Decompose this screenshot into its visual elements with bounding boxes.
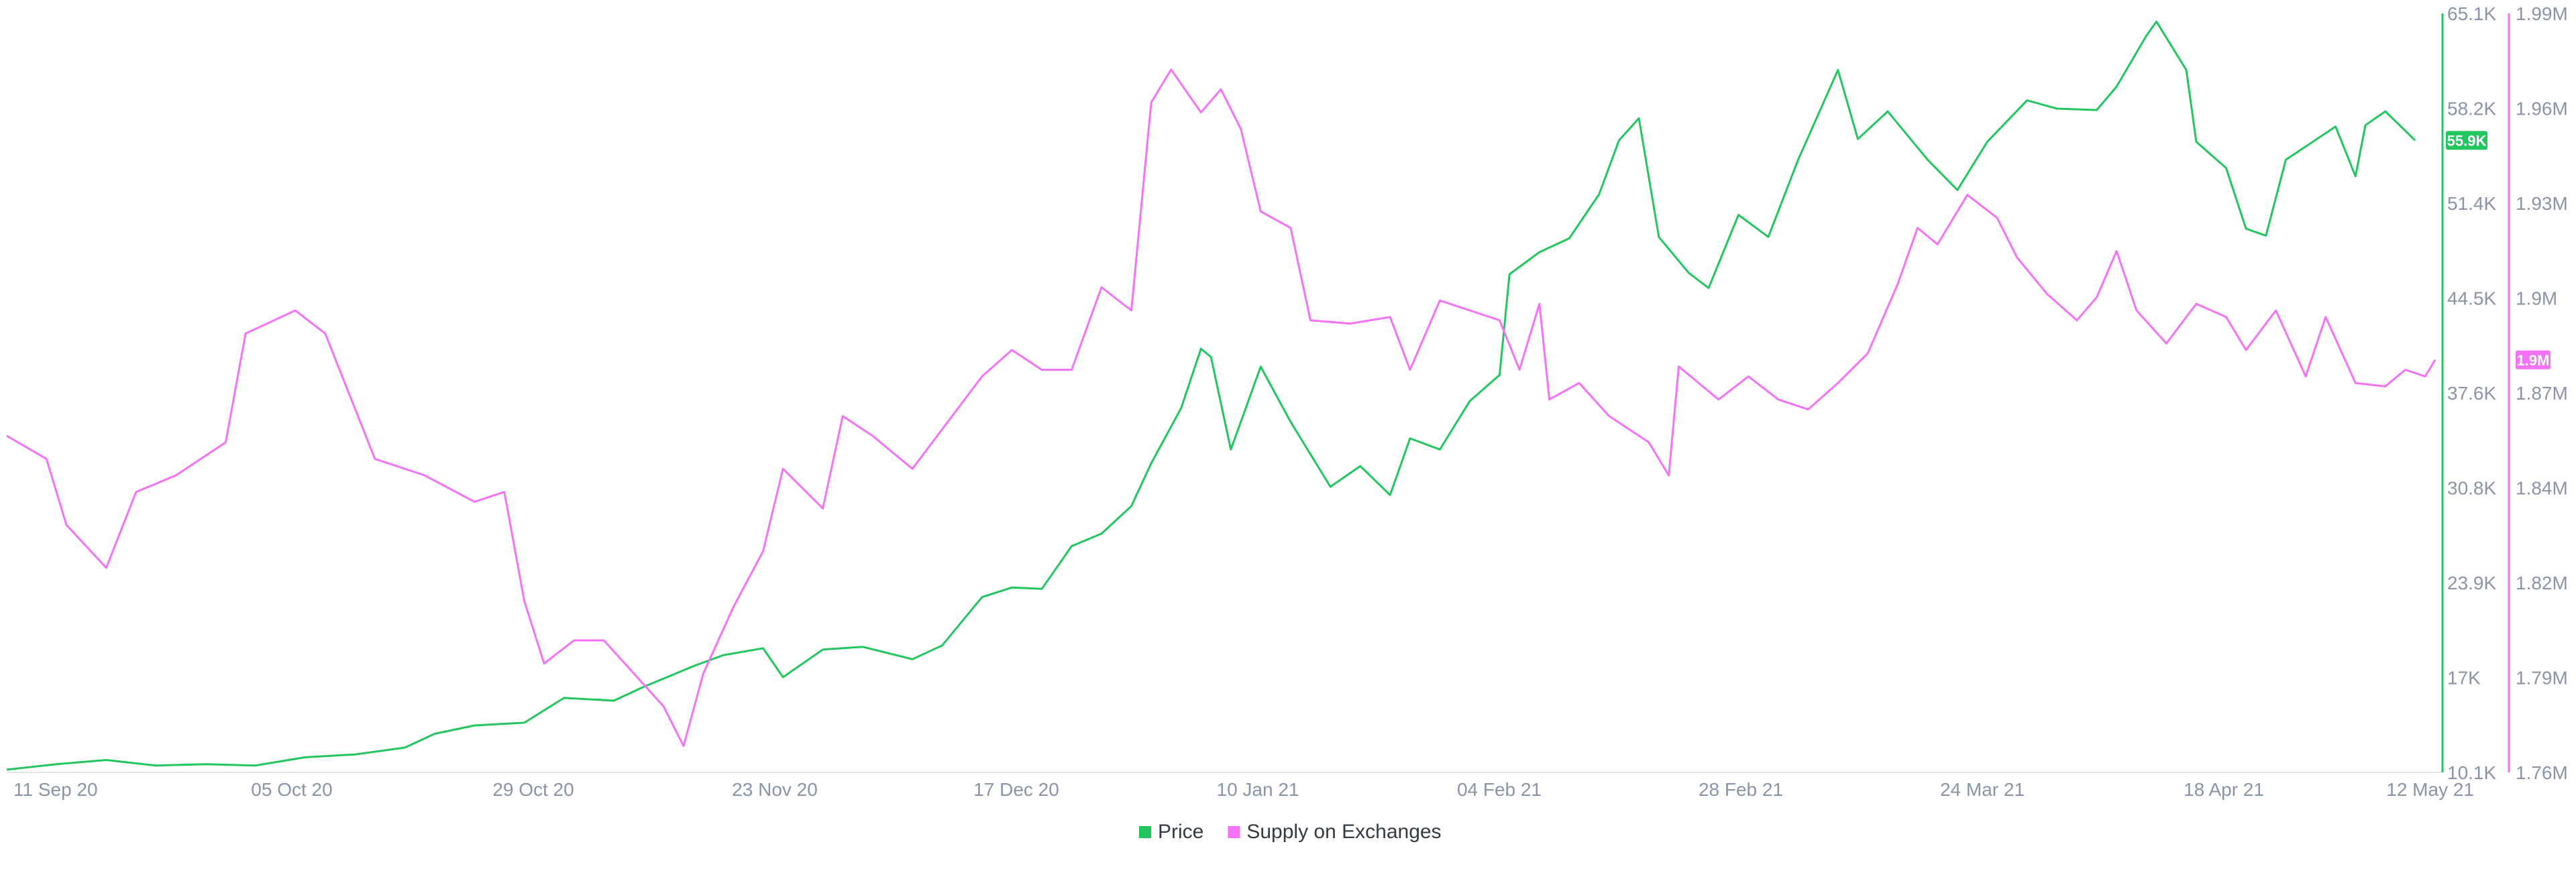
x-tick-label: 18 Apr 21	[2184, 779, 2264, 800]
right-axis-ticks: 1.76M 1.79M 1.82M 1.84M 1.87M 1.9M 1.93M 1.96M 1…	[2516, 3, 2568, 783]
right-tick-label: 1.93M	[2516, 193, 2568, 214]
last-value-badge-price	[2446, 131, 2487, 150]
x-tick-label: 10 Jan 21	[1217, 779, 1299, 800]
x-tick-label: 05 Oct 20	[251, 779, 332, 800]
left-tick-label: 44.5K	[2447, 288, 2496, 309]
last-value-label-price: 55.9K	[2447, 132, 2487, 149]
x-tick-label: 12 May 21	[2386, 779, 2474, 800]
x-tick-label: 11 Sep 20	[13, 779, 98, 800]
legend-label-price[interactable]: Price	[1158, 821, 1203, 843]
x-tick-label: 24 Mar 21	[1940, 779, 2025, 800]
left-tick-label: 37.6K	[2447, 383, 2496, 404]
left-tick-label: 10.1K	[2447, 762, 2496, 783]
x-tick-label: 29 Oct 20	[492, 779, 574, 800]
left-tick-label: 23.9K	[2447, 573, 2496, 593]
last-value-badges: 55.9K 1.9M	[2446, 131, 2551, 369]
legend-swatch-price[interactable]	[1139, 826, 1151, 838]
right-tick-label: 1.79M	[2516, 668, 2568, 689]
last-value-label-supply-on-exchanges: 1.9M	[2517, 352, 2550, 369]
last-value-badge-supply-on-exchanges	[2516, 350, 2551, 369]
right-tick-label: 1.96M	[2516, 99, 2568, 119]
x-tick-label: 28 Feb 21	[1699, 779, 1783, 800]
left-tick-label: 30.8K	[2447, 478, 2496, 499]
x-tick-label: 23 Nov 20	[732, 779, 818, 800]
series-line-price	[6, 20, 2416, 771]
series-line-supply-on-exchanges	[6, 68, 2436, 748]
x-tick-label: 04 Feb 21	[1457, 779, 1542, 800]
right-tick-label: 1.82M	[2516, 573, 2568, 593]
right-tick-label: 1.9M	[2516, 288, 2557, 309]
left-tick-label: 58.2K	[2447, 99, 2496, 119]
series-layer	[6, 20, 2436, 771]
legend[interactable]: Price Supply on Exchanges	[1139, 821, 1442, 843]
right-tick-label: 1.76M	[2516, 762, 2568, 783]
legend-label-supply-on-exchanges[interactable]: Supply on Exchanges	[1246, 821, 1441, 843]
right-tick-label: 1.84M	[2516, 478, 2568, 499]
left-tick-label: 51.4K	[2447, 193, 2496, 214]
legend-swatch-supply-on-exchanges[interactable]	[1228, 826, 1240, 838]
x-tick-label: 17 Dec 20	[973, 779, 1059, 800]
left-tick-label: 65.1K	[2447, 3, 2496, 24]
right-tick-label: 1.87M	[2516, 383, 2568, 404]
right-tick-label: 1.99M	[2516, 3, 2568, 24]
left-tick-label: 17K	[2447, 668, 2481, 689]
x-axis-ticks: 11 Sep 20 05 Oct 20 29 Oct 20 23 Nov 20 17 D…	[13, 779, 2474, 800]
left-axis-ticks: 10.1K 17K 23.9K 30.8K 37.6K 44.5K 51.4K 58.2K 65…	[2447, 3, 2496, 783]
